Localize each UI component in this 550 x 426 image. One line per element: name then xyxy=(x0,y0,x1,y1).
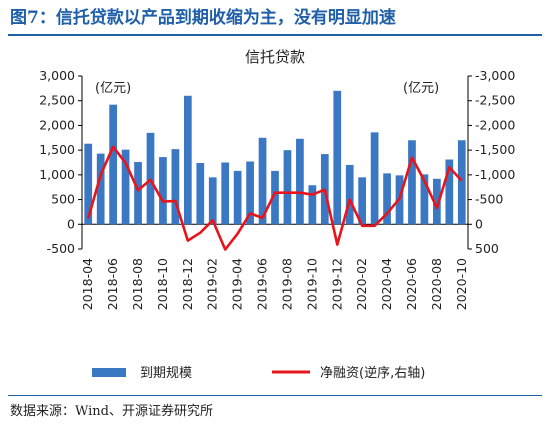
left-tick-label: 1,000 xyxy=(39,167,75,182)
source-note: 数据来源：Wind、开源证券研究所 xyxy=(10,404,213,419)
bar xyxy=(171,149,180,225)
bar xyxy=(183,95,192,225)
x-tick-label: 2020-10 xyxy=(454,258,469,310)
x-tick-label: 2018-12 xyxy=(180,258,195,310)
left-tick-label: 3,000 xyxy=(39,68,75,83)
left-tick-label: 2,500 xyxy=(39,93,75,108)
bottom-rule xyxy=(8,395,542,396)
bar xyxy=(208,177,217,225)
left-tick-label: 0 xyxy=(67,216,75,231)
title-rule xyxy=(8,34,542,36)
x-tick-label: 2020-04 xyxy=(379,258,394,310)
bar xyxy=(457,140,466,225)
right-tick-label: -1,500 xyxy=(475,142,515,157)
x-tick-label: 2019-02 xyxy=(205,258,220,310)
figure-title: 图7：信托贷款以产品到期收缩为主，没有明显加速 xyxy=(10,8,396,28)
left-tick-label: 1,500 xyxy=(39,142,75,157)
x-tick-label: 2020-08 xyxy=(429,258,444,310)
bar xyxy=(271,170,279,225)
chart: 信托贷款 (亿元) (亿元) 3,000 2,500 2,000 1,500 1,000… xyxy=(39,48,515,381)
bar xyxy=(233,170,242,225)
bar xyxy=(84,143,93,225)
bar xyxy=(258,137,267,225)
right-axis-unit: (亿元) xyxy=(403,81,439,96)
x-tick-label: 2018-04 xyxy=(80,258,95,310)
bar xyxy=(134,162,142,225)
legend-line-label: 净融资(逆序,右轴) xyxy=(320,365,425,381)
right-tick-label: 500 xyxy=(475,241,499,256)
bar xyxy=(159,157,167,225)
bar xyxy=(109,104,117,225)
bar xyxy=(370,132,379,225)
bar xyxy=(96,153,105,225)
left-tick-label: 500 xyxy=(51,192,75,207)
right-tick-label: 0 xyxy=(475,216,483,231)
x-tick-label: 2020-02 xyxy=(354,258,369,310)
legend-bar-label: 到期规模 xyxy=(140,366,192,381)
left-axis-unit: (亿元) xyxy=(95,81,131,96)
right-tick-label: -500 xyxy=(475,192,503,207)
bar xyxy=(196,162,205,225)
x-tick-label: 2019-04 xyxy=(230,258,245,310)
bar xyxy=(433,178,441,225)
bar xyxy=(333,90,342,225)
bar xyxy=(121,149,130,225)
x-tick-label: 2020-06 xyxy=(404,258,419,310)
x-tick-label: 2018-10 xyxy=(155,258,170,310)
right-tick-label: -2,000 xyxy=(475,117,515,132)
bar xyxy=(283,150,292,225)
bar xyxy=(296,138,304,225)
bar xyxy=(345,164,354,225)
bar xyxy=(358,177,367,225)
bar xyxy=(420,174,429,225)
legend-bar-swatch xyxy=(92,368,126,377)
x-tick-label: 2018-08 xyxy=(130,258,145,310)
right-tick-label: -1,000 xyxy=(475,167,515,182)
x-tick-label: 2019-10 xyxy=(304,258,319,310)
left-tick-label: -500 xyxy=(47,241,75,256)
right-tick-label: -2,500 xyxy=(475,93,515,108)
bar xyxy=(246,161,254,225)
x-tick-label: 2019-06 xyxy=(255,258,270,310)
legend: 到期规模 净融资(逆序,右轴) xyxy=(92,365,425,381)
bar xyxy=(383,173,391,225)
left-tick-label: 2,000 xyxy=(39,117,75,132)
bar xyxy=(308,185,317,225)
x-tick-label: 2019-08 xyxy=(279,258,294,310)
x-tick-label: 2019-12 xyxy=(329,258,344,310)
bar xyxy=(408,140,416,225)
x-tick-label: 2018-06 xyxy=(105,258,120,310)
bar xyxy=(445,159,454,225)
bar xyxy=(221,162,230,225)
chart-title: 信托贷款 xyxy=(245,48,305,66)
net-financing-line xyxy=(86,145,463,251)
right-tick-label: -3,000 xyxy=(475,68,515,83)
